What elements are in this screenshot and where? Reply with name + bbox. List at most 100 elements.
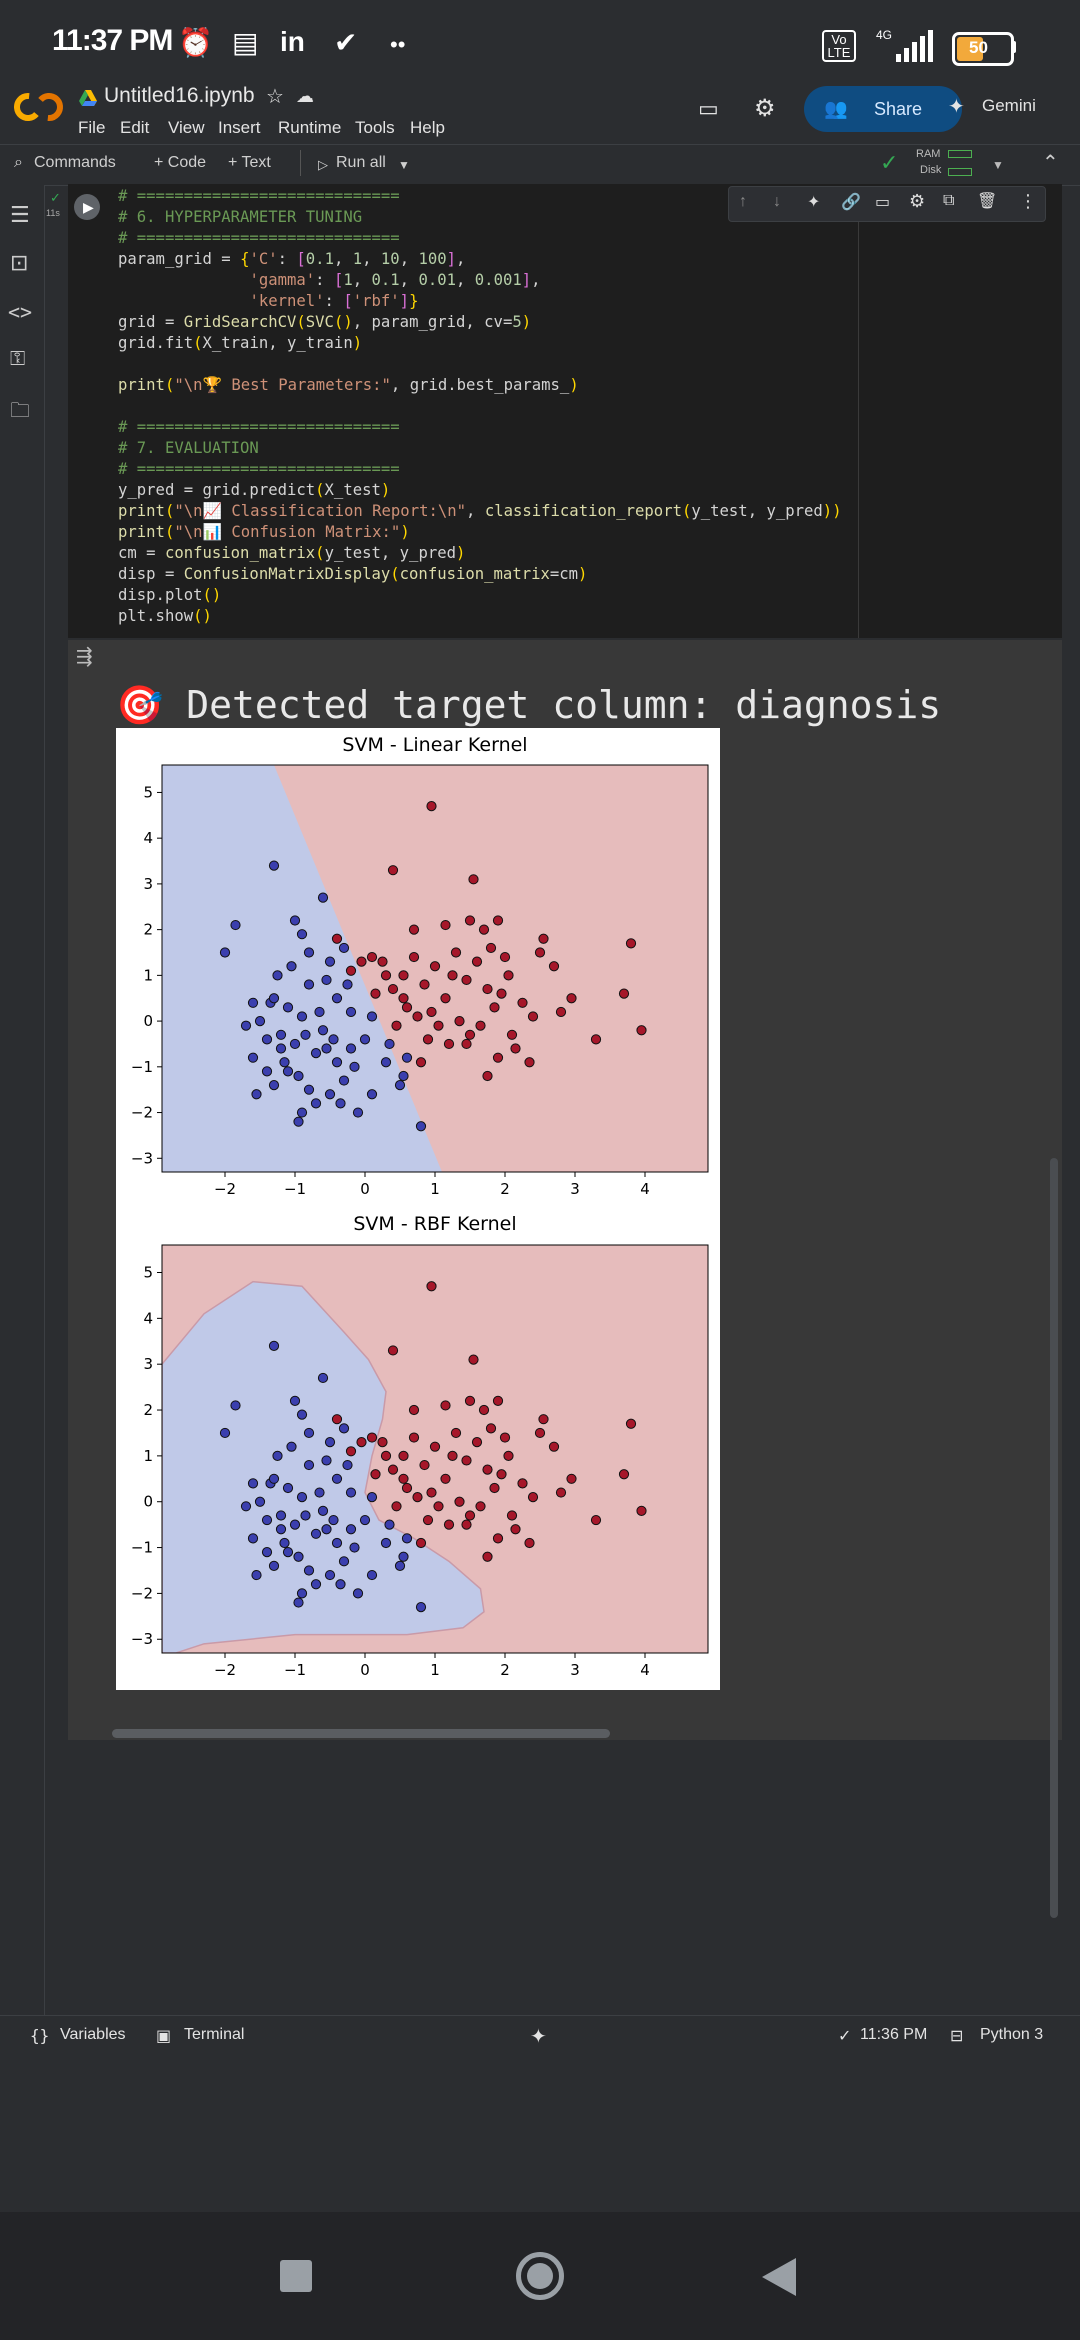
variables-button[interactable]: Variables xyxy=(60,2026,126,2043)
star-icon[interactable]: ☆ xyxy=(266,86,284,108)
class0-point xyxy=(293,1551,304,1562)
class1-point xyxy=(447,1450,458,1461)
class0-point xyxy=(275,1043,287,1054)
vertical-scrollbar[interactable] xyxy=(1050,1158,1058,1918)
mirror-cell-icon[interactable]: ⧉ xyxy=(943,192,955,209)
class1-point xyxy=(426,1281,437,1292)
code-editor[interactable]: # ============================ # 6. HYPE… xyxy=(118,186,842,627)
gemini-sparkle-icon[interactable]: ✦ xyxy=(807,194,821,211)
delete-icon[interactable]: 🗑 xyxy=(977,193,998,210)
svm-plots-figure: −2 −1 0 1 2 3 4 −3 −2 −1 0 1 2 3 4 5 SVM - Linear Kernel… xyxy=(116,728,720,1690)
notebook-title[interactable]: Untitled16.ipynb xyxy=(104,84,255,107)
class0-point xyxy=(328,1514,339,1526)
comment-icon[interactable]: ▭ xyxy=(875,194,891,211)
menu-tools[interactable]: Tools xyxy=(355,118,395,137)
class1-point xyxy=(461,974,472,986)
menu-view[interactable]: View xyxy=(168,118,205,137)
class0-point xyxy=(261,1034,273,1045)
horizontal-scrollbar[interactable] xyxy=(112,1729,610,1738)
terminal-button[interactable]: Terminal xyxy=(184,2026,245,2043)
settings-gear-icon[interactable]: ⚙ xyxy=(754,95,776,122)
class1-point xyxy=(464,1510,476,1521)
menu-help[interactable]: Help xyxy=(410,118,445,137)
y-tick-label: 2 xyxy=(143,1401,153,1419)
run-all-button[interactable]: Run all xyxy=(336,154,386,171)
class1-point xyxy=(419,1459,430,1471)
plot-area xyxy=(162,1245,708,1653)
code-line: disp = ConfusionMatrixDisplay(confusion_… xyxy=(118,565,588,583)
class0-point xyxy=(338,1423,350,1434)
class1-point xyxy=(461,1038,472,1050)
class1-point xyxy=(415,1537,427,1549)
class1-point xyxy=(408,924,420,935)
more-options-icon[interactable]: ⋮ xyxy=(1019,191,1037,211)
code-cell[interactable] xyxy=(68,184,1062,638)
class0-point xyxy=(293,1070,304,1082)
class0-point xyxy=(310,1098,322,1109)
class1-point xyxy=(485,1423,497,1434)
link-icon[interactable]: 🔗 xyxy=(841,194,861,211)
gemini-sparkle-icon[interactable]: ✦ xyxy=(530,2026,547,2048)
class0-point xyxy=(275,1524,287,1535)
last-run-time[interactable]: 11:36 PM xyxy=(860,2026,928,2043)
recents-button[interactable] xyxy=(280,2260,312,2292)
run-cell-button[interactable]: ▶ xyxy=(74,194,100,220)
resources-dropdown-icon[interactable]: ▼ xyxy=(992,158,1004,172)
menu-file[interactable]: File xyxy=(78,118,106,137)
class0-point xyxy=(300,1510,311,1521)
move-down-icon[interactable]: ↓ xyxy=(773,193,781,210)
class0-point xyxy=(293,1597,304,1608)
class1-point xyxy=(527,1492,539,1503)
class0-point xyxy=(324,1569,336,1581)
class0-point xyxy=(415,1602,427,1613)
class1-point xyxy=(422,1514,434,1526)
add-code-button[interactable]: + Code xyxy=(154,154,207,171)
class1-point xyxy=(454,1015,465,1027)
files-folder-icon[interactable]: 🗀 xyxy=(10,400,30,422)
gemini-button[interactable]: Gemini xyxy=(982,96,1036,115)
runtime-type[interactable]: Python 3 xyxy=(980,2026,1044,2043)
class1-point xyxy=(517,997,528,1008)
class0-point xyxy=(293,1116,304,1127)
move-up-icon[interactable]: ↑ xyxy=(739,193,747,210)
class1-point xyxy=(398,970,409,981)
secrets-key-icon[interactable]: ⚿ xyxy=(10,348,26,370)
cloud-icon[interactable]: ☁ xyxy=(296,86,314,106)
class1-point xyxy=(499,1432,511,1443)
chart-title: SVM - Linear Kernel xyxy=(342,734,527,756)
menu-insert[interactable]: Insert xyxy=(218,118,261,137)
class1-point xyxy=(429,1441,441,1452)
comment-icon[interactable]: ▭ xyxy=(698,96,719,121)
add-text-button[interactable]: + Text xyxy=(228,154,271,171)
cell-toolbar: ↑ ↓ ✦ 🔗 ▭ ⚙ ⧉ 🗑 ⋮ xyxy=(728,186,1046,222)
collapse-toolbar-icon[interactable]: ⌃ xyxy=(1042,152,1059,174)
class0-point xyxy=(303,1084,315,1095)
class1-point xyxy=(461,1455,472,1466)
code-snippets-icon[interactable]: <> xyxy=(8,300,33,324)
class0-point xyxy=(251,1569,262,1581)
output-actions-icon[interactable]: ⇶ xyxy=(76,646,93,668)
class1-point xyxy=(422,1034,434,1045)
cell-settings-icon[interactable]: ⚙ xyxy=(909,191,926,211)
class0-point xyxy=(366,1569,378,1581)
menu-runtime[interactable]: Runtime xyxy=(278,118,342,137)
colab-logo[interactable] xyxy=(14,92,64,122)
home-button[interactable] xyxy=(516,2252,564,2300)
chart-rbf-kernel: −2 −1 0 1 2 3 4 −3 −2 −1 0 1 2 3 4 5 SVM - RBF Kernel xyxy=(131,1213,709,1679)
commands-button[interactable]: Commands xyxy=(34,154,116,171)
find-replace-icon[interactable]: ⊡ xyxy=(10,250,29,275)
class0-point xyxy=(338,1075,350,1086)
class1-point xyxy=(419,979,430,990)
class0-point xyxy=(230,919,241,931)
table-of-contents-icon[interactable]: ☰ xyxy=(10,202,30,227)
run-all-dropdown-icon[interactable]: ▼ xyxy=(398,158,410,172)
class0-point xyxy=(282,1482,294,1494)
class0-point xyxy=(272,970,283,981)
class1-point xyxy=(489,1002,500,1013)
back-button[interactable] xyxy=(762,2258,798,2296)
x-tick-label: 2 xyxy=(500,1180,510,1198)
share-button[interactable]: 👥 Share xyxy=(804,86,962,132)
battery-level: 50 xyxy=(969,38,988,57)
menu-edit[interactable]: Edit xyxy=(120,118,150,137)
gemini-sparkle-icon[interactable]: ✦ xyxy=(948,96,965,118)
